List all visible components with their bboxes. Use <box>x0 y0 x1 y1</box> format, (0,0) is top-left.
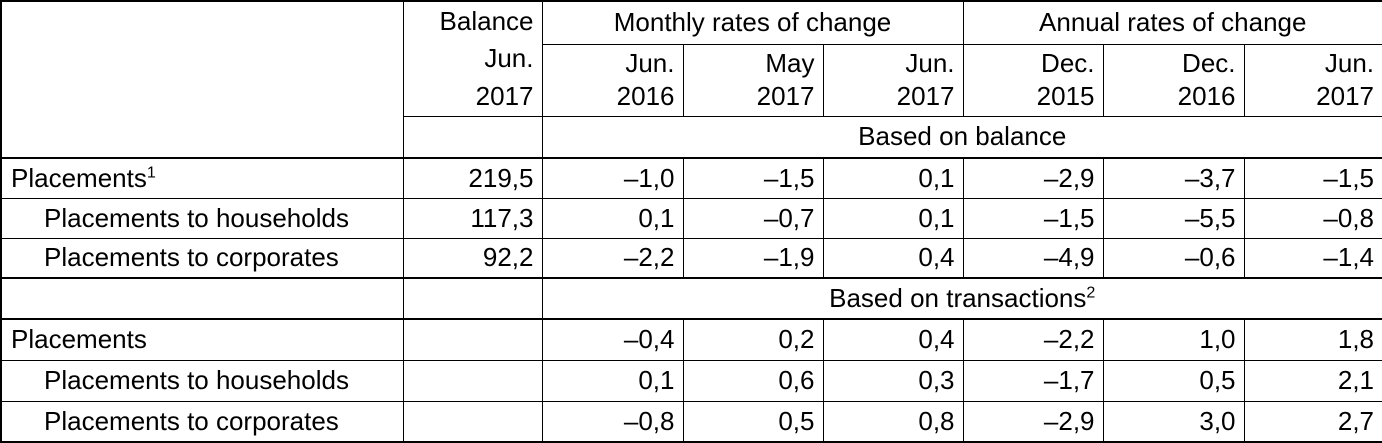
rate-value: –0,6 <box>1102 237 1245 279</box>
balance-empty-cell <box>402 115 543 159</box>
rate-value: 1,0 <box>1102 318 1245 361</box>
balance-value: 219,5 <box>402 157 543 199</box>
row-label-text: Placements to corporates <box>44 405 339 436</box>
balance-value <box>402 359 543 402</box>
balance-value <box>402 318 543 361</box>
corner-cell <box>0 0 404 159</box>
balance-value: 92,2 <box>402 237 543 279</box>
rate-value: 3,0 <box>1102 400 1245 443</box>
rate-value: –1,5 <box>682 157 824 199</box>
period-header-dec-2016: Dec. 2016 <box>1102 43 1245 117</box>
row-label-placements: Placements <box>0 318 404 361</box>
label-empty-cell <box>0 277 404 320</box>
rate-value: –0,7 <box>682 197 824 239</box>
row-label-placements-corporates: Placements to corporates <box>0 400 404 443</box>
rate-value: 2,7 <box>1243 400 1382 443</box>
rate-value: –3,7 <box>1102 157 1245 199</box>
rate-value: 0,8 <box>822 400 964 443</box>
row-label-placements-households: Placements to households <box>0 359 404 402</box>
rate-value: –5,5 <box>1102 197 1245 239</box>
period-year: 2015 <box>1036 81 1095 111</box>
period-year: 2016 <box>1177 81 1236 111</box>
table-row: Placements to households 117,3 0,1 –0,7 … <box>0 197 1382 239</box>
row-label-placements: Placements1 <box>0 157 404 199</box>
rate-value: 0,6 <box>682 359 824 402</box>
period-year: 2017 <box>896 81 955 111</box>
rate-value: –2,9 <box>962 400 1104 443</box>
period-header-jun-2017-monthly: Jun. 2017 <box>822 43 964 117</box>
rate-value: 2,1 <box>1243 359 1382 402</box>
period-header-jun-2017-annual: Jun. 2017 <box>1243 43 1382 117</box>
balance-value: 117,3 <box>402 197 543 239</box>
row-label-text: Placements to households <box>44 365 349 395</box>
period-year: 2017 <box>1316 81 1375 111</box>
rate-value: –1,9 <box>682 237 824 279</box>
rate-value: 0,5 <box>1102 359 1245 402</box>
rate-value: 0,1 <box>822 157 964 199</box>
row-label-text: Placements <box>11 162 147 193</box>
rate-value: –0,8 <box>541 400 684 443</box>
rate-value: –1,0 <box>541 157 684 199</box>
period-header-may-2017: May 2017 <box>682 43 824 117</box>
rate-value: –2,9 <box>962 157 1104 199</box>
period-month: Jun. <box>625 48 675 78</box>
rate-value: –2,2 <box>541 237 684 279</box>
period-header-jun-2016: Jun. 2016 <box>541 43 684 117</box>
rate-value: 0,1 <box>822 197 964 239</box>
period-year: 2016 <box>616 81 675 111</box>
balance-header-year: 2017 <box>475 80 534 111</box>
table-row: Placements to corporates –0,8 0,5 0,8 –2… <box>0 400 1382 443</box>
balance-empty-cell <box>402 277 543 320</box>
table-row: Placements to households 0,1 0,6 0,3 –1,… <box>0 359 1382 402</box>
section-header-based-on-transactions: Based on transactions2 <box>541 277 1382 320</box>
rate-value: –1,7 <box>962 359 1104 402</box>
row-label-text: Placements <box>11 324 147 355</box>
balance-header-month: Jun. <box>484 43 534 74</box>
rate-value: –1,4 <box>1243 237 1382 279</box>
row-label-placements-corporates: Placements to corporates <box>0 237 404 279</box>
rate-value: 0,5 <box>682 400 824 443</box>
section-title: Based on transactions <box>829 283 1087 313</box>
row-label-text: Placements to households <box>44 202 349 233</box>
period-year: 2017 <box>756 81 815 111</box>
rate-value: 0,1 <box>541 359 684 402</box>
rate-value: 0,1 <box>541 197 684 239</box>
balance-column-header: Balance Jun. 2017 <box>402 0 543 117</box>
section-header-based-on-balance: Based on balance <box>541 115 1382 159</box>
balance-value <box>402 400 543 443</box>
balance-header-title: Balance <box>439 5 534 36</box>
rate-value: 1,8 <box>1243 318 1382 361</box>
rate-value: –0,4 <box>541 318 684 361</box>
rate-value: 0,3 <box>822 359 964 402</box>
rate-value: –4,9 <box>962 237 1104 279</box>
period-month: Jun. <box>1324 48 1375 78</box>
rate-value: –0,8 <box>1243 197 1382 239</box>
rate-value: –1,5 <box>1243 157 1382 199</box>
rate-value: 0,4 <box>822 237 964 279</box>
period-header-dec-2015: Dec. 2015 <box>962 43 1104 117</box>
row-label-text: Placements to corporates <box>44 242 339 273</box>
period-month: May <box>765 48 815 78</box>
section-title-superscript: 2 <box>1086 283 1096 302</box>
table-row: Placements1 219,5 –1,0 –1,5 0,1 –2,9 –3,… <box>0 157 1382 199</box>
section-title: Based on balance <box>858 121 1067 152</box>
rate-value: –1,5 <box>962 197 1104 239</box>
period-month: Dec. <box>1041 48 1095 78</box>
period-month: Jun. <box>905 48 955 78</box>
rate-value: 0,4 <box>822 318 964 361</box>
row-label-placements-households: Placements to households <box>0 197 404 239</box>
group-header-monthly: Monthly rates of change <box>541 0 964 45</box>
period-month: Dec. <box>1182 48 1236 78</box>
rate-value: –2,2 <box>962 318 1104 361</box>
rate-value: 0,2 <box>682 318 824 361</box>
group-header-annual: Annual rates of change <box>962 0 1382 45</box>
table-row: Placements –0,4 0,2 0,4 –2,2 1,0 1,8 <box>0 318 1382 361</box>
table-row: Placements to corporates 92,2 –2,2 –1,9 … <box>0 237 1382 279</box>
row-label-superscript: 1 <box>146 163 156 182</box>
